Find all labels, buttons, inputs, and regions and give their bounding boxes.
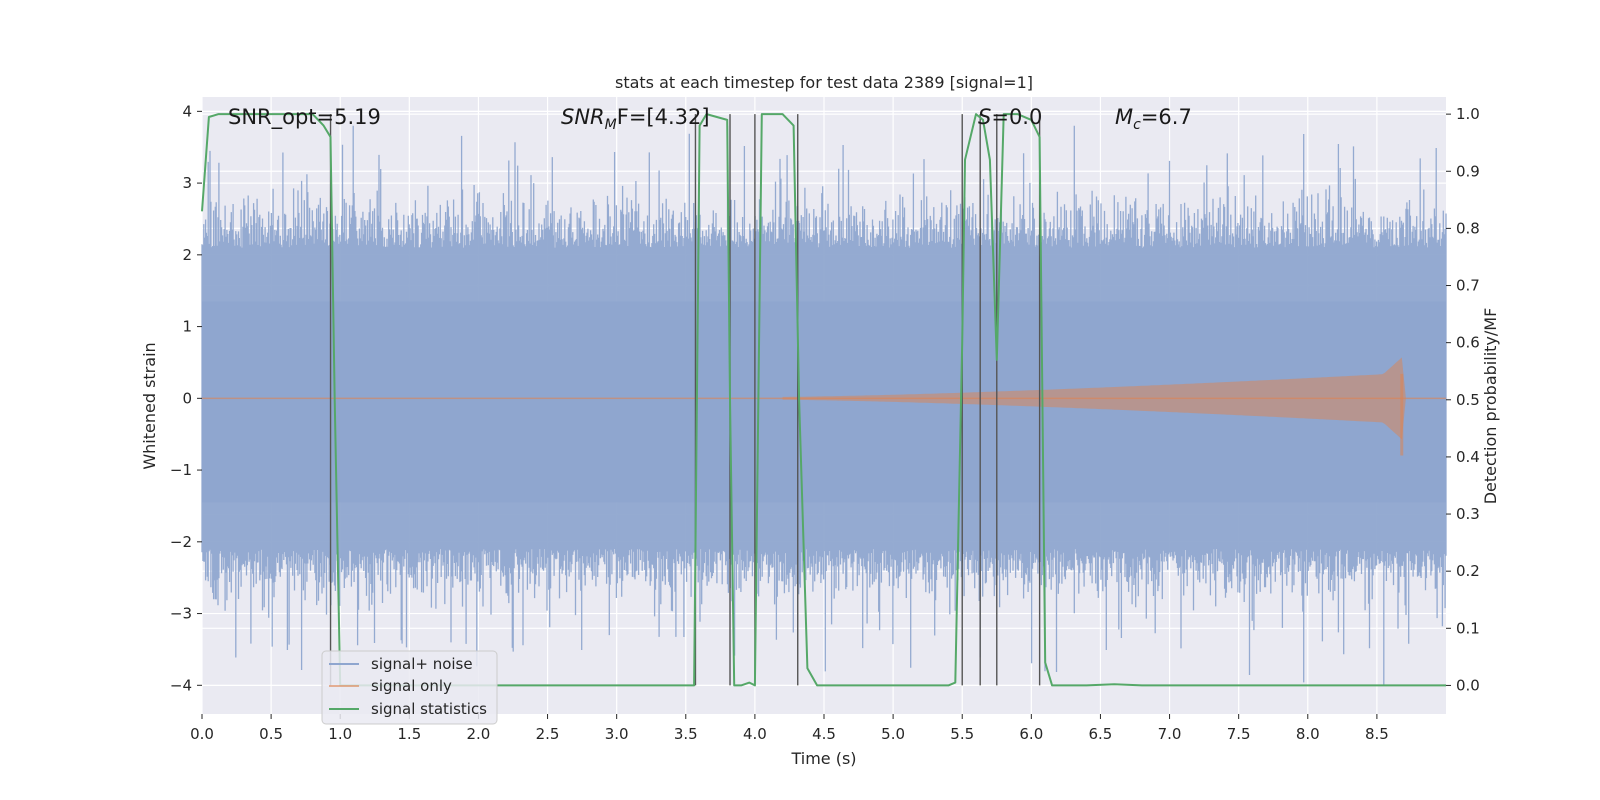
mc-value: =6.7 bbox=[1141, 105, 1192, 129]
x-tick-label: 3.5 bbox=[674, 725, 698, 743]
legend-label-signal-statistics: signal statistics bbox=[371, 700, 487, 718]
y-right-tick-label: 0.6 bbox=[1456, 334, 1480, 352]
y-left-tick-label: −4 bbox=[170, 676, 192, 694]
signal-only-series bbox=[202, 357, 1446, 456]
y-left-tick-label: 1 bbox=[182, 318, 192, 336]
y-right-tick-label: 0.7 bbox=[1456, 277, 1480, 295]
y-left-tick-label: 4 bbox=[182, 102, 192, 120]
y-left-tick-label: 3 bbox=[182, 174, 192, 192]
annotation-mc: Mc=6.7 bbox=[1115, 105, 1192, 133]
mc-name: M bbox=[1115, 105, 1133, 129]
y-left-tick-label: 2 bbox=[182, 246, 192, 264]
x-tick-label: 5.0 bbox=[881, 725, 905, 743]
y-right-tick-label: 0.4 bbox=[1456, 448, 1480, 466]
x-axis-label: Time (s) bbox=[790, 749, 856, 768]
x-tick-label: 4.0 bbox=[743, 725, 767, 743]
y-right-tick-label: 0.0 bbox=[1456, 676, 1480, 694]
x-tick-label: 5.5 bbox=[950, 725, 974, 743]
s-name: S bbox=[978, 105, 991, 129]
legend-label-signal-only: signal only bbox=[371, 677, 452, 695]
x-tick-label: 1.5 bbox=[397, 725, 421, 743]
signal-only-chirp bbox=[782, 357, 1406, 440]
x-tick-label: 7.5 bbox=[1227, 725, 1251, 743]
y-right-tick-label: 0.1 bbox=[1456, 619, 1480, 637]
x-tick-label: 0.5 bbox=[259, 725, 283, 743]
y-axis-label-right: Detection probability/MF bbox=[1481, 308, 1500, 505]
y-right-tick-label: 0.2 bbox=[1456, 562, 1480, 580]
y-left-tick-label: −3 bbox=[170, 605, 192, 623]
x-tick-label: 2.5 bbox=[536, 725, 560, 743]
x-tick-label: 0.0 bbox=[190, 725, 214, 743]
mc-subscript: c bbox=[1133, 117, 1141, 133]
signal-statistics-line bbox=[201, 113, 1446, 687]
y-right-tick-label: 0.5 bbox=[1456, 391, 1480, 409]
x-tick-label: 4.5 bbox=[812, 725, 836, 743]
x-tick-label: 6.0 bbox=[1019, 725, 1043, 743]
annotation-snr-mf: SNRMF=[4.32] bbox=[561, 105, 710, 133]
y-axis-label-left: Whitened strain bbox=[140, 342, 159, 469]
y-right-tick-label: 0.9 bbox=[1456, 162, 1480, 180]
x-tick-label: 3.0 bbox=[605, 725, 629, 743]
y-left-tick-label: −2 bbox=[170, 533, 192, 551]
s-value: =0.0 bbox=[991, 105, 1042, 129]
signal-statistics-series bbox=[201, 113, 1446, 687]
legend: signal+ noise signal only signal statist… bbox=[321, 650, 498, 725]
y-left-tick-label: 0 bbox=[182, 389, 192, 407]
x-tick-label: 2.0 bbox=[467, 725, 491, 743]
legend-box bbox=[321, 650, 498, 725]
legend-label-signal-noise: signal+ noise bbox=[371, 655, 473, 673]
snr-mf-name: SNR bbox=[561, 105, 605, 129]
x-tick-label: 8.5 bbox=[1365, 725, 1389, 743]
annotation-s: S=0.0 bbox=[978, 105, 1042, 129]
x-tick-label: 7.0 bbox=[1158, 725, 1182, 743]
x-tick-label: 1.0 bbox=[328, 725, 352, 743]
snr-mf-subscript: M bbox=[605, 117, 617, 133]
y-right-tick-label: 0.3 bbox=[1456, 505, 1480, 523]
annotation-snr-opt: SNR_opt=5.19 bbox=[228, 105, 381, 130]
x-tick-label: 8.0 bbox=[1296, 725, 1320, 743]
axis-ticks: 0.0 0.5 1.0 1.5 2.0 2.5 3.0 3.5 4.0 4.5 5.0 5.5 6.0 6… bbox=[170, 102, 1480, 743]
x-tick-label: 6.5 bbox=[1089, 725, 1113, 743]
y-right-tick-label: 1.0 bbox=[1456, 105, 1480, 123]
snr-mf-value: F=[4.32] bbox=[617, 105, 710, 129]
y-left-tick-label: −1 bbox=[170, 461, 192, 479]
chart-title: stats at each timestep for test data 238… bbox=[615, 73, 1033, 92]
y-right-tick-label: 0.8 bbox=[1456, 219, 1480, 237]
